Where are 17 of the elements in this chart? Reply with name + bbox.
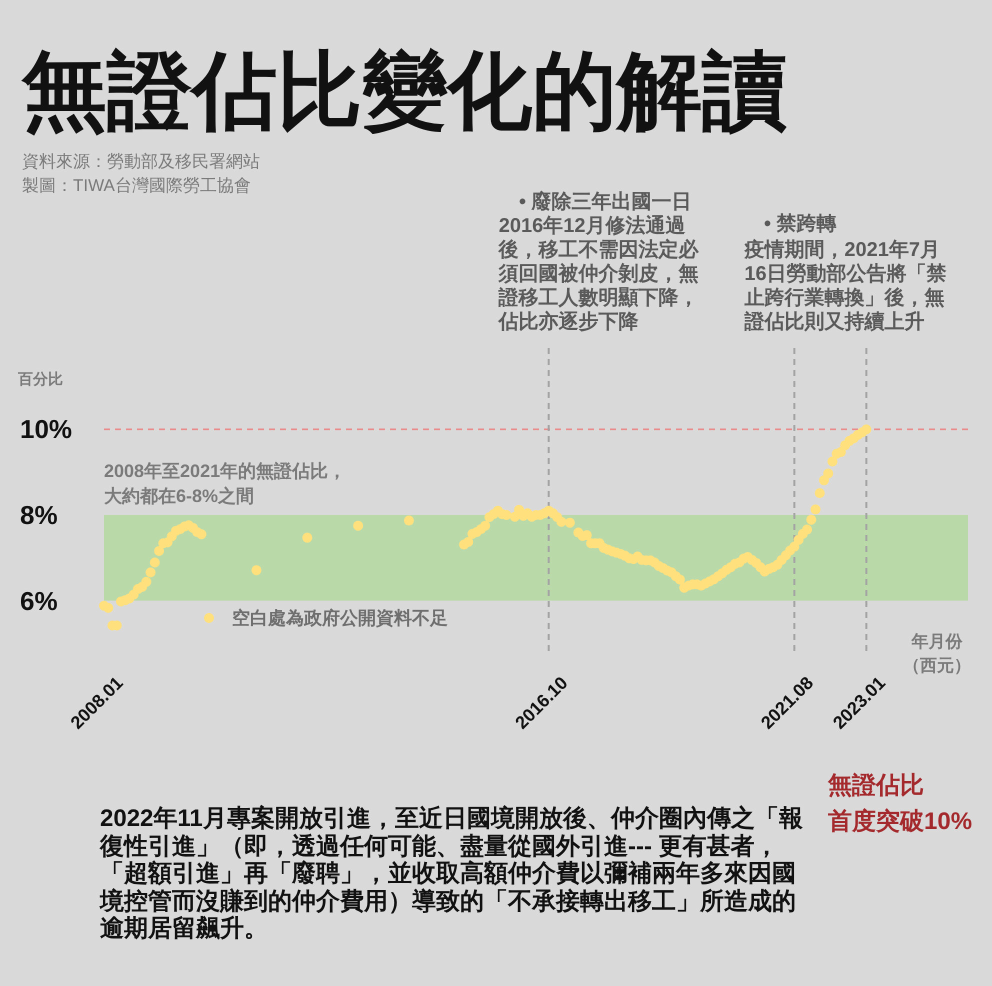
- ref-line-label: 疫情期間，2021年7月16日勞動部公告將「禁止跨行業轉換」後，無證佔比則又持續上升: [744, 238, 948, 334]
- y-tick-label: 8%: [20, 498, 58, 531]
- text: 2022年11月專案開放引進，至近日國境開放後、仲介圈內傳之「報復性引進」（即，透過任何可能、盡量從國外引進--- 更有甚者，「超額引進」再「廢聘」，並收取高額仲介費以彌補兩年多來因國境控管而沒賺到的仲介費用）導致的「不承接轉出移工」所造成的逾期居留飆升。: [100, 805, 804, 942]
- y-axis-title: 百分比: [18, 370, 63, 390]
- text: 首度突破10%: [828, 807, 972, 837]
- legend-label: 空白處為政府公開資料不足: [232, 607, 448, 630]
- y-tick-label: 6%: [20, 584, 58, 617]
- source-note: 資料來源：勞動部及移民署網站: [22, 151, 260, 173]
- ref-line-label: 2016年12月修法通過後，移工不需因法定必須回國被仲介剝皮，無證移工人數明顯下降，佔比亦逐步下降: [498, 214, 700, 334]
- band-label: 2008年至2021年的無證佔比，大約都在6-8%之間: [104, 460, 348, 508]
- chart-title: 無證佔比變化的解讀: [22, 43, 787, 141]
- text: • 廢除三年出國一日: [519, 190, 692, 214]
- text: 製圖：TIWA台灣國際勞工協會: [22, 175, 251, 197]
- text: 無證佔比: [828, 771, 924, 801]
- text: • 禁跨轉: [764, 212, 837, 236]
- x-axis-title: 年月份（西元）: [902, 631, 972, 677]
- y-tick-label: 10%: [20, 413, 72, 446]
